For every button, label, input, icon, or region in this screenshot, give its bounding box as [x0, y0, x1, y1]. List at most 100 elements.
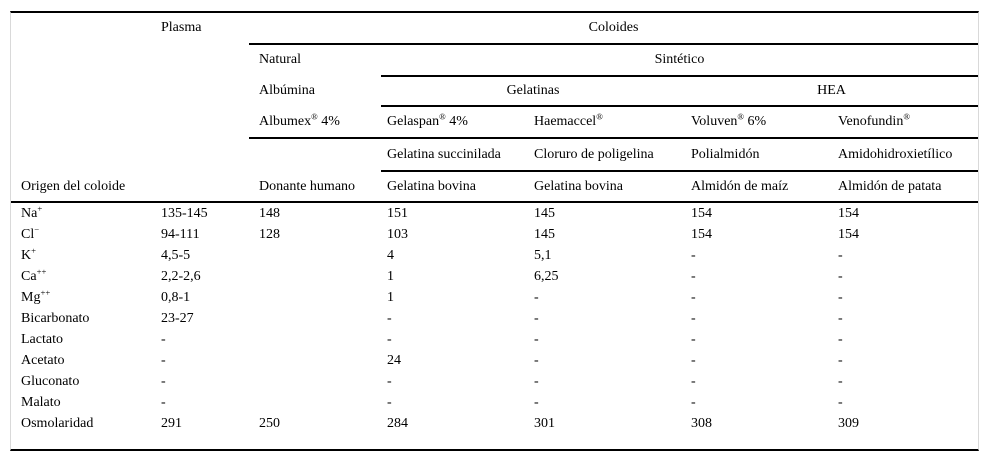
- sintetico-header: Sintético: [654, 52, 705, 67]
- row-label-text: Na: [21, 206, 38, 221]
- table-cell: 154: [691, 227, 712, 242]
- table-cell: -: [534, 353, 539, 368]
- table-cell: 94-111: [161, 227, 200, 242]
- origin-voluven: Almidón de maíz: [691, 178, 789, 194]
- row-label: Ca++: [11, 266, 161, 287]
- table-cell: -: [691, 311, 696, 326]
- table-cell: 4,5-5: [161, 248, 191, 263]
- row-label-text: Osmolaridad: [21, 416, 94, 431]
- row-label-text: Malato: [21, 395, 61, 410]
- rule-under-products: [249, 137, 978, 139]
- table-row: Lactato - - - - -: [11, 329, 978, 350]
- row-label-text: Ca: [21, 269, 37, 284]
- table-row: Osmolaridad 291 250 284 301 308 309: [11, 413, 978, 434]
- table-cell: 4: [387, 248, 394, 263]
- table-cell: -: [534, 395, 539, 410]
- origin-albumex: Donante humano: [259, 178, 356, 194]
- table-cell: -: [387, 311, 392, 326]
- origin-haemaccel: Gelatina bovina: [534, 178, 624, 194]
- table-cell: 1: [387, 290, 394, 305]
- origin-gelaspan: Gelatina bovina: [387, 178, 477, 194]
- product-name: Albumex: [259, 114, 312, 129]
- header-row-groups: Plasma Coloides: [11, 13, 978, 43]
- table-cell: 154: [691, 206, 712, 221]
- table-cell: -: [161, 332, 166, 347]
- table-cell: -: [838, 353, 843, 368]
- table-cell: -: [838, 248, 843, 263]
- table-cell: -: [534, 332, 539, 347]
- table-cell: 145: [534, 206, 555, 221]
- table-cell: -: [691, 248, 696, 263]
- table-cell: -: [691, 395, 696, 410]
- table-cell: -: [534, 374, 539, 389]
- plasma-header: Plasma: [161, 20, 202, 35]
- table-cell: 5,1: [534, 248, 552, 263]
- product-name: Gelaspan: [387, 114, 440, 129]
- table-cell: 151: [387, 206, 408, 221]
- table-cell: 128: [259, 227, 280, 242]
- row-label: Na+: [11, 203, 161, 224]
- table-row: K+ 4,5-5 4 5,1 - -: [11, 245, 978, 266]
- table-cell: 148: [259, 206, 280, 221]
- row-label: Gluconato: [11, 371, 161, 392]
- registered-mark: ®: [737, 111, 745, 122]
- row-label-text: Lactato: [21, 332, 63, 347]
- product-gelaspan: Gelaspan® 4%: [381, 111, 528, 130]
- table-row: Cl− 94-111 128 103 145 154 154: [11, 224, 978, 245]
- albumina-header: Albúmina: [259, 83, 315, 98]
- registered-mark: ®: [439, 111, 446, 122]
- table-cell: 284: [387, 416, 408, 431]
- row-label: Osmolaridad: [11, 413, 161, 434]
- row-label-text: Mg: [21, 290, 41, 305]
- composition-haemaccel: Cloruro de poligelina: [534, 146, 654, 162]
- header-row-composition: Gelatina succinilada Cloruro de poligeli…: [11, 139, 978, 170]
- natural-header: Natural: [259, 52, 301, 67]
- table-row: Na+ 135-145 148 151 145 154 154: [11, 203, 978, 224]
- table-row: Ca++ 2,2-2,6 1 6,25- -: [11, 266, 978, 287]
- row-label: Lactato: [11, 329, 161, 350]
- table-cell: -: [691, 290, 696, 305]
- table-cell: -: [838, 311, 843, 326]
- ion-charge: −: [34, 224, 40, 235]
- table-cell: -: [838, 395, 843, 410]
- gelatinas-header: Gelatinas: [506, 83, 560, 98]
- rule-under-sintetico: [381, 75, 978, 77]
- row-label: Malato: [11, 392, 161, 413]
- table-cell: 308: [691, 416, 712, 431]
- table-cell: -: [161, 374, 166, 389]
- row-label-text: Cl: [21, 227, 35, 242]
- table-cell: -: [161, 395, 166, 410]
- row-label: Bicarbonato: [11, 308, 161, 329]
- product-voluven: Voluven® 6%: [685, 111, 832, 130]
- rule-under-coloides: [249, 43, 978, 45]
- product-haemaccel: Haemaccel®: [528, 112, 685, 130]
- table-cell: -: [691, 374, 696, 389]
- table-row: Acetato - 24 - - -: [11, 350, 978, 371]
- table-cell: -: [161, 353, 166, 368]
- product-name: Haemaccel: [534, 114, 597, 129]
- table-cell: 154: [838, 227, 859, 242]
- table-cell: -: [838, 290, 843, 305]
- product-albumex: Albumex® 4%: [249, 111, 381, 130]
- registered-mark: ®: [311, 111, 318, 122]
- registered-mark: ®: [903, 111, 910, 122]
- coloides-header: Coloides: [588, 20, 639, 35]
- header-row-subgroups: Albúmina Gelatinas HEA: [11, 77, 978, 105]
- table-cell: 24: [387, 353, 401, 368]
- table-cell: 23-27: [161, 311, 194, 326]
- row-label: Acetato: [11, 350, 161, 371]
- table-cell: 145: [534, 227, 555, 242]
- comparison-table: Plasma Coloides Natural Sintético Albúmi…: [10, 11, 979, 451]
- ion-charge: ++: [40, 287, 51, 298]
- composition-gelaspan: Gelatina succinilada: [387, 146, 501, 162]
- header-row-origin: Origen del coloide Donante humano Gelati…: [11, 172, 978, 201]
- table-cell: 154: [838, 206, 859, 221]
- table-cell: -: [691, 332, 696, 347]
- table-cell: 1: [387, 269, 394, 284]
- row-label: K+: [11, 245, 161, 266]
- header-row-natural-sintetico: Natural Sintético: [11, 45, 978, 75]
- header-row-products: Albumex® 4% Gelaspan® 4% Haemaccel® Volu…: [11, 107, 978, 137]
- product-strength: 4%: [317, 114, 340, 129]
- table-cell: 309: [838, 416, 859, 431]
- rule-under-composition: [381, 170, 978, 172]
